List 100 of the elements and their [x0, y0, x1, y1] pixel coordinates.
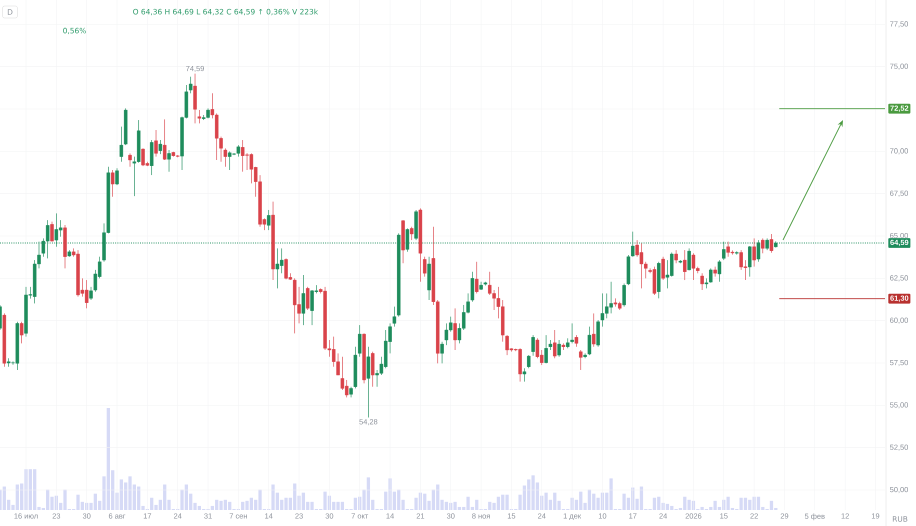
candlestick: [536, 338, 540, 359]
bar: [323, 492, 327, 510]
bar: [553, 492, 556, 510]
bar: [739, 498, 743, 510]
candlestick: [120, 126, 124, 162]
bar: [366, 477, 370, 510]
candlestick: [574, 334, 578, 348]
candlestick: [562, 343, 566, 350]
candlestick: [188, 76, 192, 94]
bar: [328, 496, 332, 510]
candlestick: [622, 283, 626, 307]
candlestick: [20, 321, 24, 344]
candlestick: [752, 238, 756, 268]
bar: [302, 492, 306, 510]
bar: [184, 484, 188, 510]
bar: [622, 494, 626, 510]
candlestick: [84, 280, 88, 309]
candlestick: [236, 144, 240, 157]
candlestick: [548, 340, 552, 350]
candlestick: [614, 298, 618, 307]
candlestick: [266, 210, 270, 230]
bar: [726, 496, 730, 510]
candlestick: [713, 266, 717, 277]
candlestick: [470, 271, 474, 302]
candlestick: [692, 252, 696, 280]
bar: [436, 484, 440, 510]
bar: [250, 498, 254, 510]
bar: [475, 500, 478, 510]
candlestick: [700, 272, 704, 290]
candlestick: [453, 308, 457, 350]
candlestick: [718, 260, 722, 282]
candlestick: [553, 330, 557, 359]
bar: [592, 494, 596, 510]
bar: [527, 479, 530, 510]
bar: [444, 502, 448, 510]
candlestick: [349, 386, 353, 398]
bar: [397, 490, 400, 510]
candlestick: [344, 380, 348, 398]
bar: [354, 498, 358, 510]
bar: [310, 502, 314, 510]
candlestick: [410, 226, 414, 240]
candlestick: [358, 324, 362, 358]
bar: [466, 496, 470, 510]
candlestick: [276, 248, 280, 289]
candlestick: [588, 326, 592, 356]
candlestick: [531, 334, 535, 356]
bar: [496, 496, 500, 510]
candlestick: [50, 221, 54, 242]
candlestick: [193, 73, 197, 124]
candlestick: [544, 334, 548, 364]
candlestick: [422, 256, 426, 277]
candlestick: [370, 351, 374, 388]
candlestick: [704, 278, 708, 289]
candlestick: [336, 353, 340, 376]
candlestick: [609, 281, 613, 314]
candlestick: [162, 119, 166, 160]
candlestick: [154, 130, 158, 157]
candlestick: [579, 350, 583, 370]
candlestick: [592, 313, 596, 348]
bar: [713, 500, 717, 510]
candlestick: [557, 340, 561, 358]
bar: [224, 500, 228, 510]
candlestick: [280, 248, 284, 274]
bar: [340, 502, 344, 510]
bar: [76, 494, 80, 510]
bar: [544, 492, 548, 510]
candlestick: [761, 238, 765, 254]
bar: [579, 492, 582, 510]
bar: [423, 494, 426, 510]
candlestick: [115, 168, 119, 186]
bar: [198, 506, 202, 510]
candlestick: [661, 256, 665, 280]
candlestick: [748, 246, 752, 277]
candlestick: [206, 108, 210, 119]
candlestick: [770, 234, 774, 254]
candlestick: [765, 238, 769, 250]
bar: [687, 500, 691, 510]
candlestick: [674, 250, 678, 264]
bar: [505, 494, 509, 510]
bar: [501, 494, 504, 510]
candlestick: [444, 323, 448, 346]
candlestick: [141, 148, 145, 166]
candlestick: [709, 268, 713, 284]
bar: [756, 496, 760, 510]
candlestick: [150, 140, 154, 176]
candlestick: [566, 338, 570, 349]
candlestick: [570, 323, 574, 344]
candlestick: [167, 150, 171, 172]
bar: [488, 502, 492, 510]
bar: [752, 496, 756, 510]
candlestick: [526, 354, 531, 369]
candlestick: [600, 293, 604, 327]
candlestick: [474, 261, 478, 294]
candlestick: [224, 148, 228, 168]
candlestick: [522, 368, 526, 382]
candlestick: [683, 250, 687, 280]
candlestick: [128, 153, 132, 168]
candlestick: [302, 274, 306, 326]
candlestick: [198, 110, 202, 124]
candlestick: [440, 341, 444, 364]
